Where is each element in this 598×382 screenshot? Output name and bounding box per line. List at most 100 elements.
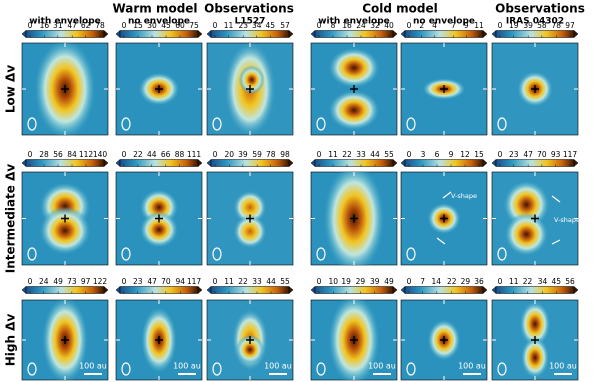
colorbar-end <box>206 285 212 295</box>
colorbar-tick-label: 0 <box>498 277 503 286</box>
panel: 0 23 47 70 93 117 V-shape <box>491 150 580 266</box>
colorbar-tick-label: 44 <box>266 277 276 286</box>
colorbar-tick-label: 24 <box>39 277 49 286</box>
colorbar-end <box>288 29 294 39</box>
colorbar-end <box>21 158 27 168</box>
scale-bar-label: 100 au <box>173 362 201 371</box>
annotation-arrow <box>442 191 452 199</box>
colorbar-end <box>103 29 109 39</box>
annotation-arrow <box>436 237 446 245</box>
colorbar-tick-label: 0 <box>28 277 33 286</box>
panel: 0 24 49 73 97 122 100 au <box>21 277 109 381</box>
colorbar <box>404 286 484 294</box>
colorbar-tick-label: 36 <box>474 277 484 286</box>
colorbar <box>119 30 199 38</box>
colorbar-tick-label: 62 <box>81 21 91 30</box>
colorbar-tick-label: 23 <box>238 21 248 30</box>
colorbar-tick-label: 3 <box>421 150 426 159</box>
colorbar-tick-label: 78 <box>266 150 276 159</box>
colorbar-tick-label: 0 <box>122 150 127 159</box>
group-title: Observations <box>204 2 294 16</box>
scale-bar-label: 100 au <box>549 362 577 371</box>
colorbar-tick-label: 11 <box>328 150 338 159</box>
beam <box>212 362 222 376</box>
scale-bar-label: 100 au <box>79 362 107 371</box>
colorbar-end <box>310 158 316 168</box>
colorbar-end <box>206 158 212 168</box>
colorbar <box>25 286 105 294</box>
colorbar-tick-label: 15 <box>474 150 484 159</box>
colorbar-tick-label: 97 <box>81 277 91 286</box>
colorbar-tick-label: 19 <box>509 21 519 30</box>
colorbar-tick-label: 24 <box>356 21 366 30</box>
colorbar <box>314 286 394 294</box>
panel: 0 2 4 7 9 11 <box>400 21 488 136</box>
panel: 0 11 22 33 44 55 100 au <box>206 277 294 381</box>
image <box>139 189 179 248</box>
colorbar-end <box>491 285 497 295</box>
colorbar-tick-label: 30 <box>147 21 157 30</box>
colorbar-tick-label: 9 <box>464 21 469 30</box>
colorbar <box>495 286 575 294</box>
row-label: High Δv <box>4 314 18 367</box>
center-cross <box>440 214 448 223</box>
colorbar-tick-label: 32 <box>370 21 380 30</box>
beam <box>121 117 131 131</box>
colorbar-tick-label: 0 <box>407 150 412 159</box>
colorbar-tick-label: 44 <box>370 150 380 159</box>
colorbar-end <box>482 29 488 39</box>
colorbar-end <box>392 158 398 168</box>
colorbar-tick-label: 75 <box>189 21 199 30</box>
center-cross <box>531 336 539 344</box>
center-cross <box>155 85 163 93</box>
colorbar-tick-label: 10 <box>329 277 339 286</box>
annotation: V-shape <box>554 216 580 224</box>
colorbar-tick-label: 29 <box>356 277 366 286</box>
colorbar-tick-label: 33 <box>356 150 366 159</box>
colorbar <box>314 30 394 38</box>
colorbar-tick-label: 9 <box>449 150 454 159</box>
center-cross <box>350 336 358 344</box>
emission <box>238 65 265 95</box>
colorbar-tick-label: 22 <box>447 277 457 286</box>
image <box>328 47 380 131</box>
colorbar-tick-label: 44 <box>147 150 157 159</box>
colorbar-tick-label: 97 <box>565 21 575 30</box>
image <box>233 190 267 249</box>
center-cross <box>155 214 163 223</box>
colorbar-tick-label: 70 <box>161 277 171 286</box>
colorbar-tick-label: 0 <box>28 21 33 30</box>
colorbar-tick-label: 0 <box>317 150 322 159</box>
colorbar <box>404 30 484 38</box>
colorbar <box>119 159 199 167</box>
beam <box>497 117 507 131</box>
colorbar-end <box>310 285 316 295</box>
colorbar-tick-label: 57 <box>280 21 290 30</box>
colorbar-tick-label: 39 <box>238 150 248 159</box>
beam <box>497 362 507 376</box>
colorbar-tick-label: 23 <box>509 150 519 159</box>
center-cross <box>531 214 539 223</box>
colorbar-tick-label: 0 <box>28 150 33 159</box>
colorbar-tick-label: 22 <box>342 150 352 159</box>
colorbar-end <box>482 158 488 168</box>
beam <box>121 247 131 261</box>
center-cross <box>61 336 69 344</box>
colorbar-end <box>206 29 212 39</box>
colorbar-tick-label: 49 <box>53 277 63 286</box>
panel: 0 11 23 34 45 57 <box>206 21 294 136</box>
colorbar-tick-label: 117 <box>187 277 202 286</box>
colorbar-tick-label: 98 <box>280 150 290 159</box>
emission <box>519 301 551 347</box>
scale-bar-label: 100 au <box>368 362 396 371</box>
colorbar-tick-label: 0 <box>213 277 218 286</box>
annotation: V-shape <box>451 192 477 200</box>
center-cross <box>246 85 254 93</box>
colorbar-tick-label: 20 <box>225 150 235 159</box>
colorbar-tick-label: 47 <box>147 277 157 286</box>
center-cross <box>61 214 69 223</box>
colorbar-tick-label: 39 <box>370 277 380 286</box>
colorbar-tick-label: 55 <box>384 150 394 159</box>
colorbar-end <box>400 29 406 39</box>
annotation-arrow <box>551 239 561 245</box>
